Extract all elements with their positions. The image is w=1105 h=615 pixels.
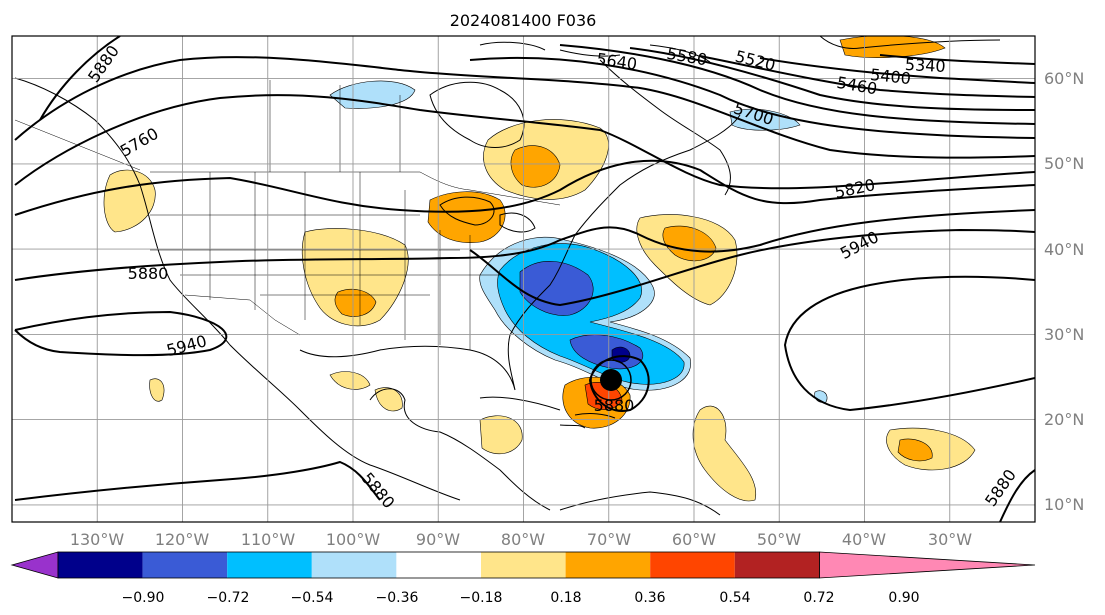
lon-tick-label: 100°W [326, 530, 381, 549]
contour-5460 [699, 55, 1035, 98]
yucatan-central-america [369, 388, 551, 511]
lon-tick-label: 130°W [70, 530, 125, 549]
lon-tick-label: 70°W [587, 530, 631, 549]
contour-label: 5880 [128, 264, 169, 283]
gulf-and-east-coast [299, 114, 741, 391]
colorbar-extend-high [819, 551, 1036, 579]
canada-province-lines [14, 80, 401, 172]
colorbar-tick-label: −0.36 [376, 590, 419, 606]
map-area: 5640 5580 5520 5460 5400 5340 5700 5760 … [12, 36, 1035, 522]
colorbar-outline [57, 551, 820, 579]
contour-label: 5880 [594, 396, 635, 415]
anomaly-area-great-lakes-positive [427, 191, 506, 243]
contour-label: 5340 [904, 55, 946, 76]
lat-tick-label: 60°N [1044, 69, 1084, 88]
colorbar-segment [396, 552, 481, 578]
contour-5880-south [14, 460, 381, 501]
colorbar-segment [734, 552, 820, 578]
anomaly-area-caribbean-positive [149, 371, 523, 455]
gridlines [12, 36, 1035, 522]
colorbar-extend-low [10, 551, 59, 579]
longitude-labels: 130°W 120°W 110°W 100°W 90°W 80°W 70°W 6… [70, 530, 972, 549]
anomaly-shading [103, 36, 976, 502]
lon-tick-label: 90°W [416, 530, 460, 549]
anomaly-area-north-atlantic-positive [839, 36, 946, 58]
caribbean-islands [479, 396, 616, 429]
colorbar-segment [650, 552, 735, 578]
contour-5400 [759, 57, 1035, 84]
colorbar-segment [58, 552, 143, 578]
colorbar-tick-label: 0.72 [803, 590, 834, 606]
lat-tick-label: 30°N [1044, 325, 1084, 344]
colorbar-tick-label: −0.72 [207, 590, 250, 606]
contour-5940-atlantic [469, 228, 1035, 307]
map-frame [11, 35, 1036, 523]
south-america-north-coast [559, 491, 721, 516]
colorbar [10, 551, 1036, 579]
contour-5820 [14, 159, 1035, 216]
contour-label: 5400 [869, 65, 911, 88]
colorbar-tick-label: 0.18 [550, 590, 581, 606]
map-title: 2024081400 F036 [450, 11, 597, 30]
lon-tick-label: 30°W [928, 530, 972, 549]
lat-tick-label: 40°N [1044, 240, 1084, 259]
colorbar-tick-label: −0.54 [291, 590, 334, 606]
contour-5880-west [14, 310, 228, 357]
anomaly-area-central-atlantic-positive [692, 405, 757, 502]
colorbar-tick-labels: −0.90 −0.72 −0.54 −0.36 −0.18 0.18 0.36 … [122, 590, 920, 606]
contour-5700 [14, 56, 1035, 159]
lon-tick-label: 50°W [757, 530, 801, 549]
us-mexico-border [184, 294, 301, 336]
contour-5880-far-east [999, 469, 1035, 522]
us-state-lines [150, 172, 500, 350]
colorbar-segment [142, 552, 228, 578]
contour-5880-north [14, 209, 1035, 281]
contour-5340 [879, 54, 1035, 65]
colorbar-tick-label: −0.90 [122, 590, 165, 606]
latitude-labels: 60°N 50°N 40°N 30°N 20°N 10°N [1044, 69, 1084, 514]
anomaly-area-north-canada-negative [329, 80, 416, 109]
lat-tick-label: 50°N [1044, 154, 1084, 173]
lon-tick-label: 60°W [672, 530, 716, 549]
colorbar-segment [565, 552, 651, 578]
hudson-bay [429, 81, 525, 148]
lat-tick-label: 20°N [1044, 410, 1084, 429]
colorbar-tick-label: 0.90 [888, 590, 919, 606]
contour-5940-high [783, 275, 1035, 412]
contour-5760 [14, 94, 1035, 190]
lon-tick-label: 40°W [842, 530, 886, 549]
arctic-islands [479, 41, 711, 63]
coastlines [14, 36, 1001, 516]
contour-5640 [39, 36, 1035, 139]
lat-tick-label: 10°N [1044, 495, 1084, 514]
contour-5580 [559, 44, 1035, 125]
colorbar-tick-label: −0.18 [460, 590, 503, 606]
height-contours [14, 36, 1035, 522]
colorbar-segment [311, 552, 397, 578]
colorbar-segment [227, 552, 312, 578]
contour-5520 [629, 47, 1035, 111]
lon-tick-label: 120°W [155, 530, 210, 549]
anomaly-area-east-atlantic-positive-core [897, 438, 933, 462]
anomaly-area-southern-plains-positive [302, 228, 409, 327]
north-america-west-coast [14, 77, 461, 501]
colorbar-tick-label: 0.54 [719, 590, 750, 606]
colorbar-segment [481, 552, 566, 578]
colorbar-tick-label: 0.36 [634, 590, 665, 606]
tropical-storm-icon [590, 359, 632, 401]
great-lakes [439, 196, 536, 233]
greenland-edge [819, 36, 1001, 49]
lon-tick-label: 80°W [501, 530, 545, 549]
lon-tick-label: 110°W [241, 530, 296, 549]
contour-5880-storm-ring [588, 355, 650, 412]
